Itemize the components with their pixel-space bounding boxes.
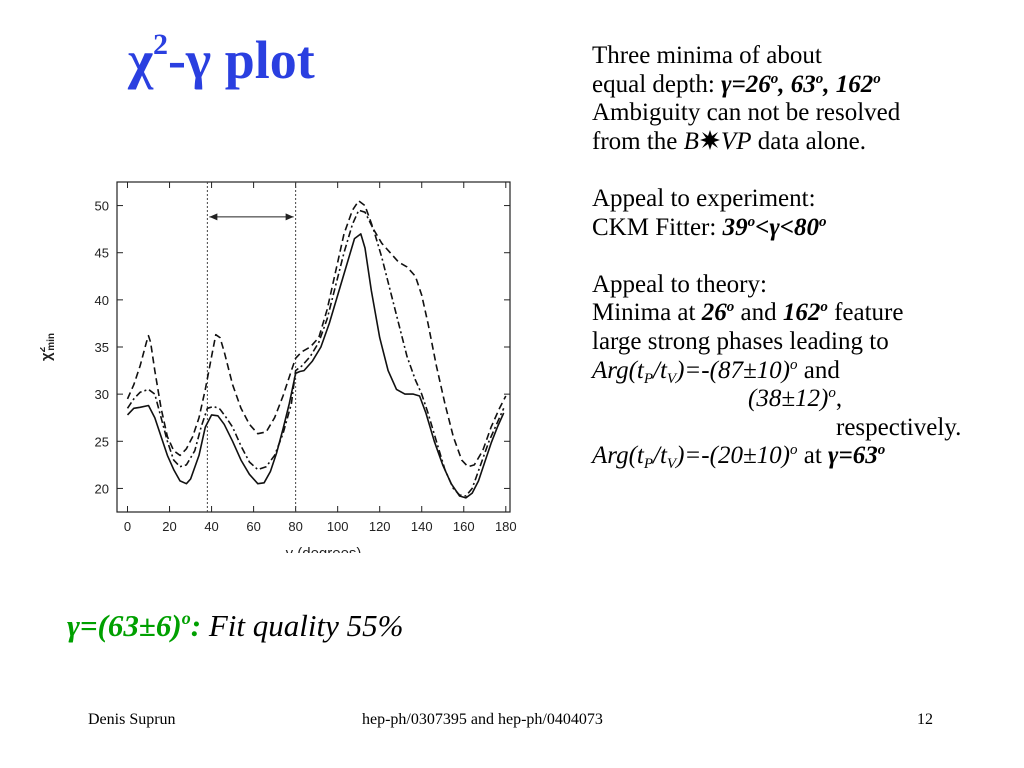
degree-sup: o xyxy=(828,385,836,402)
slash-t: /t xyxy=(653,442,667,470)
vp-label: VP xyxy=(720,127,752,155)
y-tick-label: 45 xyxy=(95,246,109,261)
range-arrow-head-left xyxy=(209,213,218,221)
feature-label: feature xyxy=(827,299,904,327)
sub-p: P xyxy=(643,370,654,387)
range-mid: <γ<80 xyxy=(755,213,819,241)
degree-sup: o xyxy=(790,356,798,373)
title-rest: -γ plot xyxy=(167,30,315,90)
range-lower: 39 xyxy=(722,213,748,241)
arg-line2: (38±12)o, xyxy=(592,385,1012,414)
degree-sup: o xyxy=(815,70,824,87)
sub-v: V xyxy=(666,370,677,387)
degree-sup: o xyxy=(726,299,735,316)
degree-sup: o xyxy=(820,299,828,316)
and-label: and xyxy=(734,299,783,327)
title-chi: χ xyxy=(128,30,153,90)
starburst-arrow-icon xyxy=(699,129,720,150)
result-colon: : xyxy=(190,608,202,643)
y-tick-label: 35 xyxy=(95,340,109,355)
x-tick-label: 40 xyxy=(204,519,218,534)
arg-prefix: Arg(t xyxy=(592,356,644,384)
range-arrow-head-right xyxy=(285,213,294,221)
gamma-value-63: , 63 xyxy=(778,70,816,98)
arg-value-2: (38±12) xyxy=(748,385,829,413)
series-line-solid xyxy=(126,233,505,499)
para2-line1: Appeal to experiment: xyxy=(592,184,816,212)
degree-sup: o xyxy=(877,442,886,459)
gamma-63: γ=63 xyxy=(828,442,878,470)
gamma-value-162: , 162 xyxy=(823,70,874,98)
degree-sup: o xyxy=(770,70,779,87)
x-tick-label: 180 xyxy=(495,519,517,534)
chi2-gamma-chart: 0 20 40 60 80 100 120 140 160 180 20 25 30 35 40 45 50 γ … xyxy=(40,181,517,553)
x-tick-label: 20 xyxy=(162,519,176,534)
para1-line3: Ambiguity can not be resolved xyxy=(592,99,901,127)
minimum-162: 162 xyxy=(782,299,821,327)
degree-sup: o xyxy=(790,442,798,459)
degree-sup: o xyxy=(181,608,191,628)
gamma-value-26: γ=26 xyxy=(721,70,771,98)
x-tick-label: 0 xyxy=(124,519,131,534)
and-word: and xyxy=(797,356,840,384)
data-alone-label: data alone. xyxy=(751,127,866,155)
from-the-label: from the xyxy=(592,127,684,155)
para2-line2: CKM Fitter: 39o<γ<80o xyxy=(592,214,1012,243)
arg-line3: Arg(tP/tV)=-(20±10)o at γ=63o xyxy=(592,442,1012,473)
degree-sup: o xyxy=(747,213,756,230)
y-tick-label: 40 xyxy=(95,293,109,308)
fit-quality: Fit quality 55% xyxy=(201,608,404,643)
gamma-result: γ=(63±6) xyxy=(67,608,182,643)
footer-author: Denis Suprun xyxy=(88,711,176,728)
comma: , xyxy=(835,385,843,413)
x-tick-label: 140 xyxy=(411,519,433,534)
minima-at-label: Minima at xyxy=(592,299,702,327)
series-line-dashed xyxy=(126,200,507,468)
fit-result: γ=(63±6)o: Fit quality 55% xyxy=(67,608,403,644)
arg-value-3: )=-(20±10) xyxy=(676,442,790,470)
sub-p: P xyxy=(643,456,654,473)
arg-prefix: Arg(t xyxy=(592,442,644,470)
y-tick-label: 50 xyxy=(95,199,109,214)
title-superscript: 2 xyxy=(152,28,168,61)
series-line-dashdot xyxy=(126,209,505,497)
degree-sup: o xyxy=(818,213,827,230)
para1-line4: from the B VP data alone. xyxy=(592,128,1012,157)
degree-sup: o xyxy=(873,70,881,87)
footer-references: hep-ph/0307395 and hep-ph/0404073 xyxy=(362,711,603,728)
sub-v: V xyxy=(666,456,677,473)
x-tick-label: 120 xyxy=(369,519,391,534)
slide-title: χ2-γ plot xyxy=(128,28,315,90)
x-tick-label: 80 xyxy=(288,519,302,534)
equal-depth-label: equal depth: xyxy=(592,70,722,98)
arg-line1: Arg(tP/tV)=-(87±10)o and xyxy=(592,356,1012,387)
slash-t: /t xyxy=(653,356,667,384)
x-tick-label: 60 xyxy=(246,519,260,534)
y-axis-label: χ2min xyxy=(40,333,57,361)
ckm-fitter-label: CKM Fitter: xyxy=(592,213,723,241)
para1-line2: equal depth: γ=26o, 63o, 162o xyxy=(592,71,1012,100)
y-tick-label: 20 xyxy=(95,481,109,496)
x-tick-label: 160 xyxy=(453,519,475,534)
x-tick-label: 100 xyxy=(327,519,349,534)
x-axis-label: γ (degrees) xyxy=(286,545,362,553)
minimum-26: 26 xyxy=(701,299,727,327)
explanation-text: Three minima of about equal depth: γ=26o… xyxy=(592,42,1012,473)
y-tick-label: 25 xyxy=(95,434,109,449)
para3-line1: Appeal to theory: xyxy=(592,270,767,298)
footer-page-number: 12 xyxy=(917,711,933,728)
respectively-line: respectively. xyxy=(836,413,962,441)
para3-line3: large strong phases leading to xyxy=(592,327,889,355)
arg-value-1: )=-(87±10) xyxy=(676,356,790,384)
para1-line1: Three minima of about xyxy=(592,42,822,69)
para3-line2: Minima at 26o and 162o feature xyxy=(592,299,1012,328)
y-tick-label: 30 xyxy=(95,387,109,402)
at-word: at xyxy=(797,442,829,470)
b-meson-label: B xyxy=(683,127,699,155)
